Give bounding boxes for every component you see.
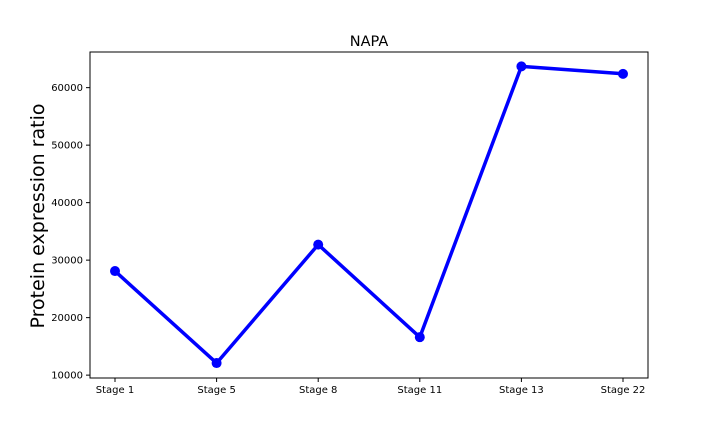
plot-frame (89, 51, 649, 379)
data-point-stage-22 (618, 68, 628, 79)
data-point-stage-13 (516, 61, 527, 72)
x-tick-label: Stage 13 (499, 385, 544, 396)
y-axis-label: Protein expression ratio (27, 104, 49, 329)
data-point-stage-8 (313, 239, 324, 250)
x-tick-label: Stage 22 (601, 385, 646, 396)
x-tick-label: Stage 5 (197, 385, 235, 396)
data-point-stage-1 (110, 266, 120, 277)
x-tick-label: Stage 8 (299, 385, 337, 396)
y-tick-label: 40000 (51, 198, 83, 209)
x-tick-label: Stage 1 (96, 385, 134, 396)
series-group (110, 61, 628, 369)
data-point-stage-11 (414, 332, 425, 343)
series-line (113, 64, 624, 365)
y-axis: 10000 20000 30000 40000 50000 60000 (51, 83, 90, 382)
y-tick-label: 10000 (51, 371, 83, 382)
chart-title: NAPA (350, 34, 389, 50)
y-tick-label: 20000 (51, 313, 83, 324)
data-point-stage-5 (211, 358, 222, 369)
y-tick-label: 50000 (51, 141, 83, 152)
y-tick-label: 30000 (51, 256, 83, 267)
x-tick-label: Stage 11 (397, 385, 442, 396)
x-axis: Stage 1 Stage 5 Stage 8 Stage 11 Stage 13 Sta… (96, 378, 646, 396)
y-tick-label: 60000 (51, 83, 83, 94)
